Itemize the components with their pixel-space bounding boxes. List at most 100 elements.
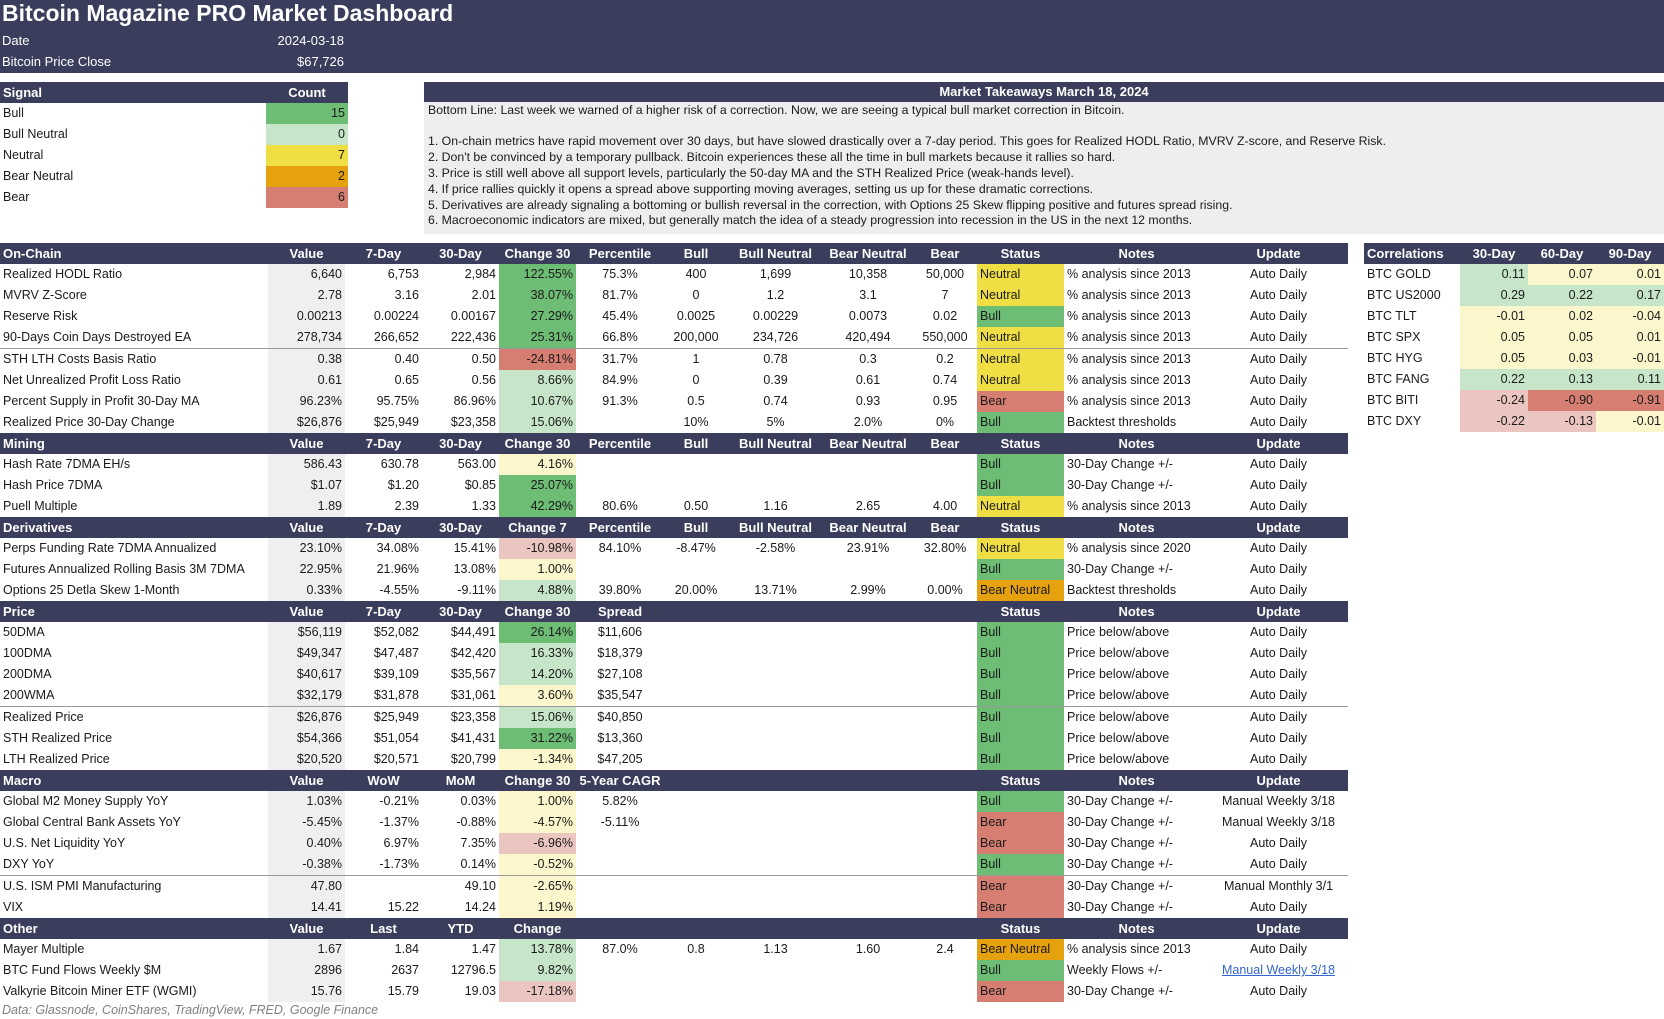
metric-threshold: 0.0073 [848, 309, 888, 323]
metric-value: 14.41 [268, 897, 345, 918]
metric-threshold: 1.60 [855, 942, 881, 956]
metric-update[interactable]: Manual Weekly 3/18 [1209, 960, 1348, 981]
metric-threshold [664, 749, 728, 770]
metric-cell: $41,431 [450, 731, 496, 745]
data-sources-footnote: Data: Glassnode, CoinShares, TradingView… [2, 1003, 379, 1017]
metric-name: Hash Price 7DMA [3, 478, 103, 492]
metric-cell: $25,949 [373, 415, 419, 429]
signal-count: 0 [266, 124, 348, 145]
column-header: Bull Neutral [728, 517, 823, 538]
bottom-line: Bottom Line: Last week we warned of a hi… [428, 103, 1125, 117]
count-header: Count [266, 82, 348, 103]
correlation-value: -0.01 [1596, 411, 1664, 432]
column-header: MoM [422, 770, 499, 791]
metric-threshold: 1.13 [763, 942, 788, 956]
column-header: Bull [664, 433, 728, 454]
correlation-value: 0.07 [1528, 264, 1596, 285]
metric-name: Global M2 Money Supply YoY [3, 794, 169, 808]
metric-cell: $51,054 [373, 731, 419, 745]
metric-threshold [913, 749, 977, 770]
metric-cell: -0.21% [379, 794, 419, 808]
metric-threshold [728, 812, 823, 833]
metric-threshold [823, 854, 913, 876]
metric-notes: % analysis since 2013 [1067, 394, 1191, 408]
column-header: Status [977, 433, 1064, 454]
metric-update: Manual Weekly 3/18 [1221, 815, 1336, 829]
metric-threshold: 550,000 [922, 330, 968, 344]
status-badge: Bear Neutral [977, 939, 1064, 960]
metric-cell: 3.16 [394, 288, 419, 302]
metric-cell: $20,799 [450, 752, 496, 766]
metric-update: Auto Daily [1250, 267, 1307, 281]
metric-value: -0.38% [268, 854, 345, 876]
column-header: Notes [1064, 243, 1209, 264]
metric-threshold: 0.2 [913, 348, 977, 370]
metric-threshold: 0.39 [763, 373, 788, 387]
section-header-derivatives: Derivatives Value 7-Day 30-Day Change 7 Perce… [0, 517, 1348, 538]
status-badge: Neutral [977, 264, 1064, 285]
correlation-value: -0.22 [1460, 411, 1528, 432]
metric-threshold [728, 664, 823, 685]
metric-value: 278,734 [268, 327, 345, 349]
metric-percentile: 84.9% [602, 373, 638, 387]
metric-update: Auto Daily [1250, 667, 1307, 681]
signal-row-neutral: Neutral 7 [0, 145, 348, 166]
metric-cell: 1.33 [471, 499, 496, 513]
blank-line [424, 119, 1664, 134]
metric-value: $26,876 [268, 412, 345, 433]
metric-percentile [576, 833, 664, 854]
column-header: Change [499, 918, 576, 939]
metric-name: Realized HODL Ratio [3, 267, 123, 281]
metric-cell: 0.14% [460, 857, 496, 871]
metric-threshold [664, 685, 728, 707]
metric-row-sth-lth-costs-basis-ratio: STH LTH Costs Basis Ratio 0.38 0.40 0.50 -24… [0, 348, 1348, 370]
metric-notes: Price below/above [1067, 752, 1170, 766]
metric-threshold [913, 664, 977, 685]
correlations-table: Correlations 30-Day 60-Day 90-Day BTC GOLD 0.… [1364, 243, 1664, 432]
column-header: Notes [1064, 517, 1209, 538]
metric-cell: $0.85 [464, 478, 496, 492]
column-header: Update [1209, 601, 1348, 622]
metric-cell: -4.55% [379, 583, 419, 597]
update-link[interactable]: Manual Weekly 3/18 [1221, 963, 1336, 977]
column-header [823, 770, 913, 791]
metric-percentile: 87.0% [602, 942, 638, 956]
correlation-pair: BTC US2000 [1367, 288, 1441, 302]
column-header: Value [268, 601, 345, 622]
metric-threshold [823, 749, 913, 770]
metric-cell: 2,984 [464, 267, 496, 281]
correlation-value: -0.91 [1596, 390, 1664, 411]
metric-name: Futures Annualized Rolling Basis 3M 7DMA [3, 562, 245, 576]
metric-row-puell-multiple: Puell Multiple 1.89 2.39 1.33 42.29% 80.6% 0.5… [0, 496, 1348, 517]
metric-percentile: -5.11% [600, 815, 640, 829]
status-badge: Bear [977, 875, 1064, 897]
column-header: Status [977, 601, 1064, 622]
column-header: Value [268, 918, 345, 939]
metric-change: 8.66% [499, 370, 576, 391]
signal-count-table: Signal Count Bull 15 Bull Neutral 0 Neutral 7… [0, 82, 348, 208]
column-header: Bear Neutral [823, 517, 913, 538]
signal-row-bear: Bear 6 [0, 187, 348, 208]
column-header: 5-Year CAGR [576, 770, 664, 791]
metric-percentile: 39.80% [598, 583, 642, 597]
column-header: Status [977, 243, 1064, 264]
column-header: Derivatives [0, 517, 268, 538]
status-badge: Neutral [977, 370, 1064, 391]
metric-threshold [664, 706, 728, 728]
metric-threshold: 0.78 [728, 348, 823, 370]
metric-name: Realized Price [0, 706, 268, 728]
metric-threshold [823, 685, 913, 707]
correlation-value: 0.17 [1596, 285, 1664, 306]
metric-change: 13.78% [499, 939, 576, 960]
metric-percentile: 84.10% [598, 541, 642, 555]
metric-cell: 0.40 [345, 348, 422, 370]
price-value: $67,726 [297, 54, 344, 69]
metric-notes: 30-Day Change +/- [1067, 836, 1173, 850]
metric-cell: 1.47 [471, 942, 496, 956]
status-badge: Bear [977, 833, 1064, 854]
metric-change: 1.00% [499, 559, 576, 580]
metric-cell: 1.84 [394, 942, 419, 956]
column-header: Change 30 [499, 601, 576, 622]
metric-name: DXY YoY [3, 857, 55, 871]
metric-threshold: 50,000 [925, 267, 965, 281]
